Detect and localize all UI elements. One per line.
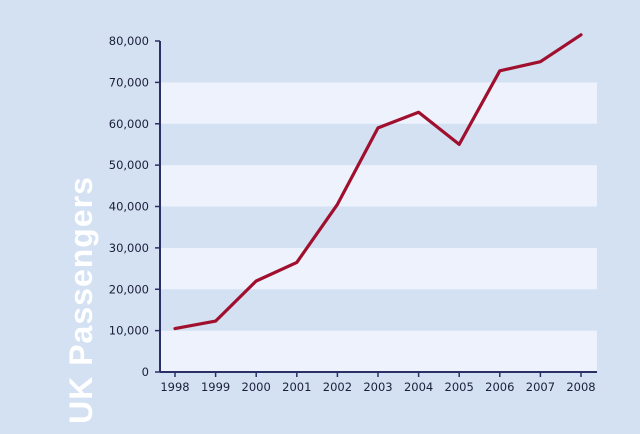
x-tick-label: 2002: [323, 380, 352, 394]
x-tick-label: 1998: [160, 380, 189, 394]
x-tick-label: 1999: [201, 380, 230, 394]
axes: [155, 40, 597, 377]
grid-band: [160, 123, 597, 166]
y-tick-label: 60,000: [109, 117, 149, 131]
grid-band: [160, 289, 597, 331]
y-tick-label: 50,000: [109, 158, 149, 172]
x-tick-label: 2001: [282, 380, 311, 394]
y-tick-label: 40,000: [109, 200, 149, 214]
grid-band: [160, 330, 597, 372]
x-tick-label: 2003: [363, 380, 392, 394]
x-tick-label: 2006: [485, 380, 514, 394]
y-tick-label: 30,000: [109, 241, 149, 255]
x-tick-label: 2005: [445, 380, 474, 394]
x-tick-labels: 1998 1999 2000 2001 2002 2003 2004 2005 2006 2007…: [160, 380, 595, 394]
grid-bands: [160, 41, 597, 372]
y-tick-label: 80,000: [109, 34, 149, 48]
y-tick-label: 20,000: [109, 282, 149, 296]
grid-band: [160, 82, 597, 124]
x-tick-label: 2004: [404, 380, 433, 394]
x-tick-label: 2007: [526, 380, 555, 394]
x-tick-label: 2000: [242, 380, 271, 394]
grid-band: [160, 247, 597, 290]
y-tick-label: 0: [142, 365, 149, 379]
grid-band: [160, 165, 597, 207]
y-axis-label: UK Passengers: [63, 176, 99, 424]
grid-band: [160, 206, 597, 248]
y-tick-label: 10,000: [109, 324, 149, 338]
y-tick-labels: 0 10,000 20,000 30,000 40,000 50,000 60,000 70,…: [109, 34, 149, 379]
series-lines: [173, 33, 583, 331]
series-line: [173, 33, 583, 331]
y-tick-label: 70,000: [109, 75, 149, 89]
grid-band: [160, 41, 597, 83]
x-tick-label: 2008: [566, 380, 595, 394]
